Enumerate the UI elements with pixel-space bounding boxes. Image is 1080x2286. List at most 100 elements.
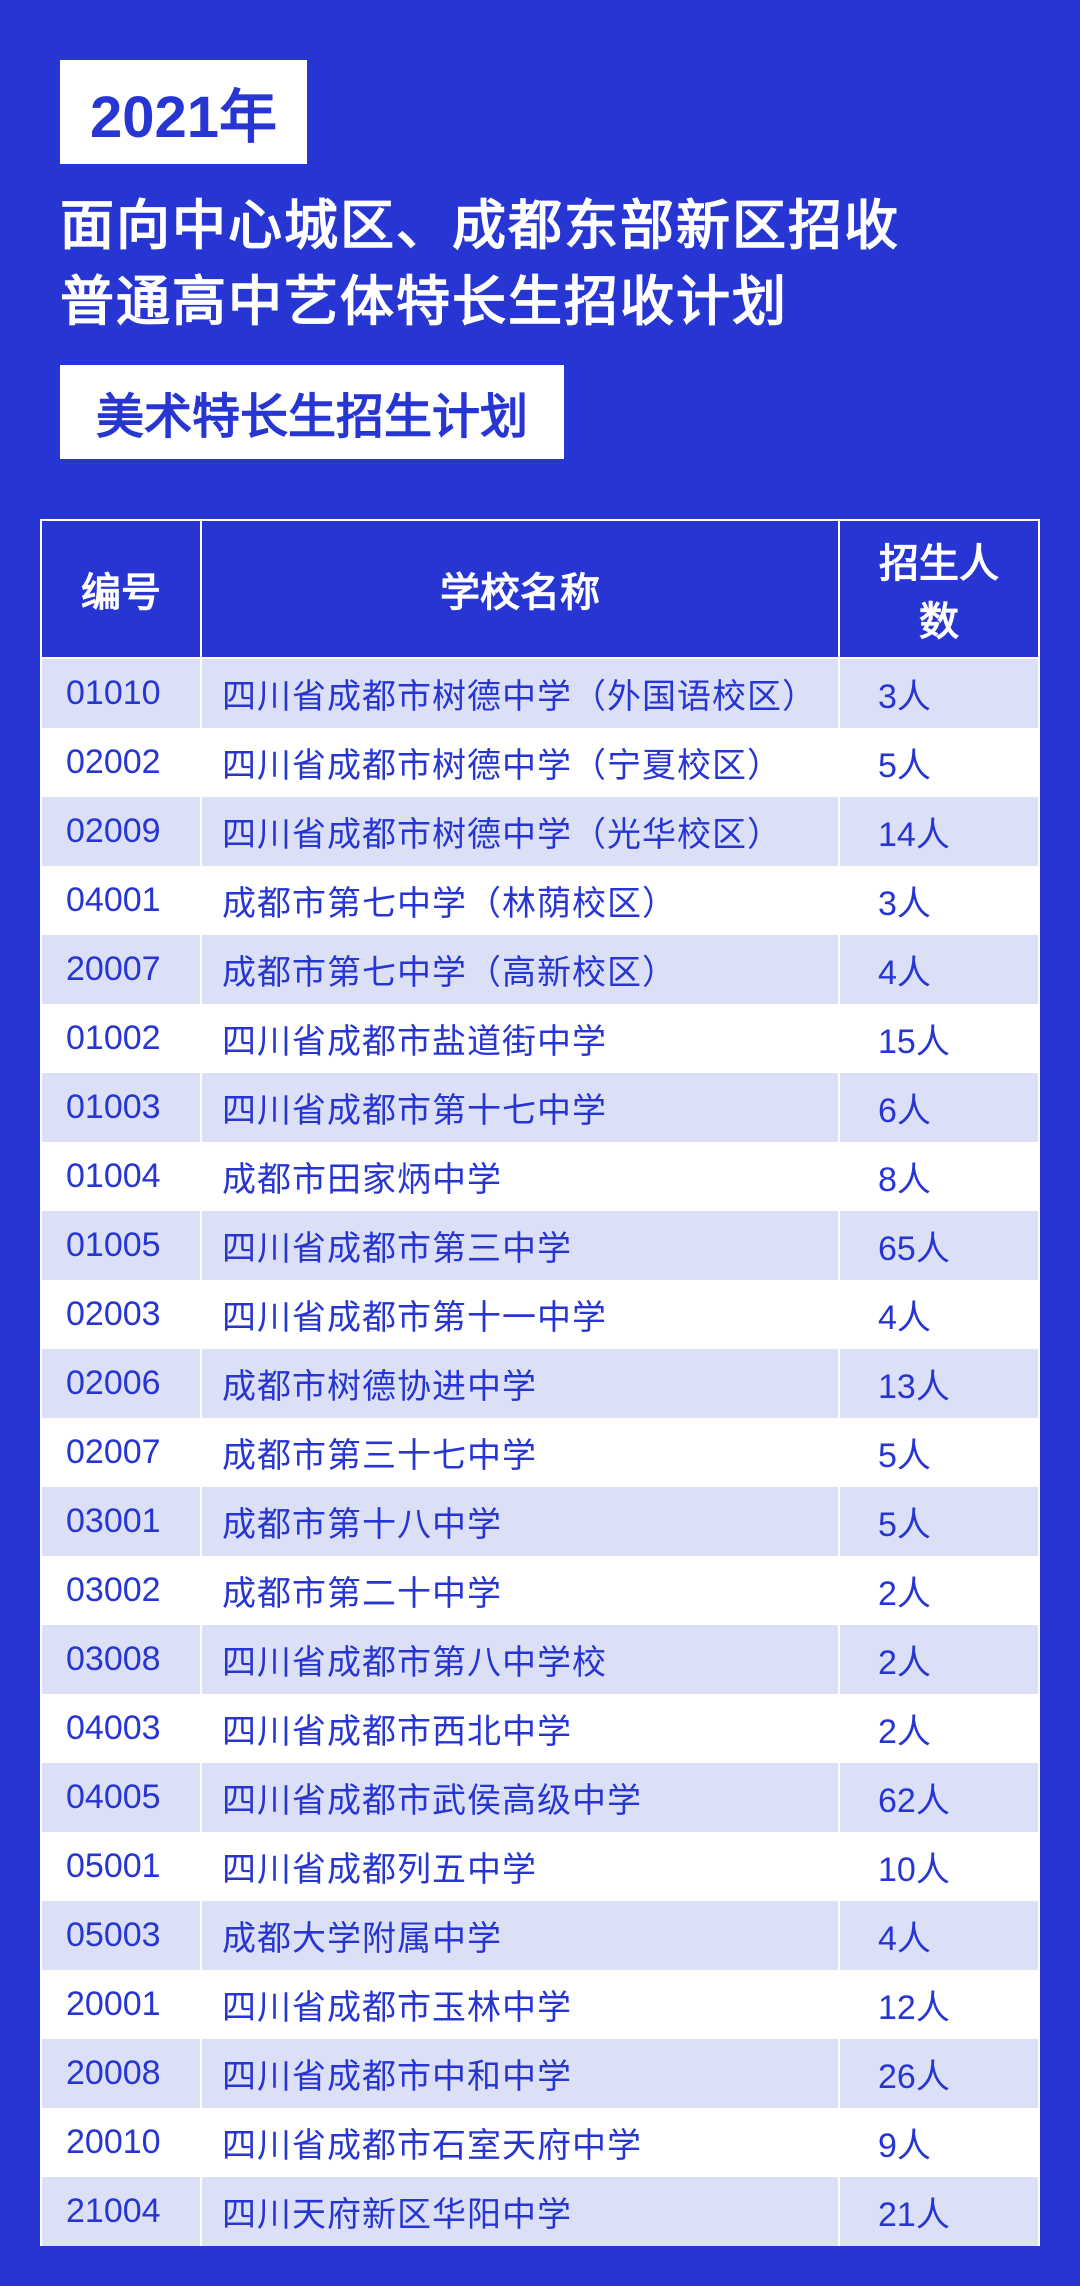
cell-count: 9人 — [839, 2108, 1039, 2177]
cell-name: 四川省成都市树德中学（外国语校区） — [201, 658, 839, 728]
table-row: 03001成都市第十八中学5人 — [41, 1487, 1039, 1556]
table-row: 04005四川省成都市武侯高级中学62人 — [41, 1763, 1039, 1832]
cell-no: 02003 — [41, 1280, 201, 1349]
cell-no: 20008 — [41, 2039, 201, 2108]
main-title: 面向中心城区、成都东部新区招收 普通高中艺体特长生招收计划 — [60, 189, 1040, 340]
cell-count: 2人 — [839, 1694, 1039, 1763]
table-header-row: 编号 学校名称 招生人数 — [41, 520, 1039, 658]
cell-name: 成都市第十八中学 — [201, 1487, 839, 1556]
cell-name: 四川省成都市第十七中学 — [201, 1073, 839, 1142]
table-row: 02003四川省成都市第十一中学4人 — [41, 1280, 1039, 1349]
cell-count: 5人 — [839, 1487, 1039, 1556]
cell-count: 5人 — [839, 1418, 1039, 1487]
cell-name: 四川省成都市中和中学 — [201, 2039, 839, 2108]
cell-no: 01003 — [41, 1073, 201, 1142]
cell-count: 65人 — [839, 1211, 1039, 1280]
table-row: 05001四川省成都列五中学10人 — [41, 1832, 1039, 1901]
cell-name: 成都市田家炳中学 — [201, 1142, 839, 1211]
table-row: 21004四川天府新区华阳中学21人 — [41, 2177, 1039, 2246]
title-line-2: 普通高中艺体特长生招收计划 — [60, 265, 1040, 341]
cell-no: 01004 — [41, 1142, 201, 1211]
cell-count: 4人 — [839, 935, 1039, 1004]
cell-count: 8人 — [839, 1142, 1039, 1211]
table-row: 20007成都市第七中学（高新校区）4人 — [41, 935, 1039, 1004]
table-row: 01004成都市田家炳中学8人 — [41, 1142, 1039, 1211]
cell-name: 四川省成都市第八中学校 — [201, 1625, 839, 1694]
table-row: 20001四川省成都市玉林中学12人 — [41, 1970, 1039, 2039]
enrollment-table: 编号 学校名称 招生人数 01010四川省成都市树德中学（外国语校区）3人020… — [40, 519, 1040, 2246]
cell-name: 成都市第二十中学 — [201, 1556, 839, 1625]
page-container: 2021年 面向中心城区、成都东部新区招收 普通高中艺体特长生招收计划 美术特长… — [0, 0, 1080, 2286]
cell-no: 03008 — [41, 1625, 201, 1694]
table-row: 01003四川省成都市第十七中学6人 — [41, 1073, 1039, 1142]
cell-name: 成都大学附属中学 — [201, 1901, 839, 1970]
cell-no: 01002 — [41, 1004, 201, 1073]
cell-name: 四川省成都市第三中学 — [201, 1211, 839, 1280]
cell-count: 26人 — [839, 2039, 1039, 2108]
cell-name: 成都市第七中学（高新校区） — [201, 935, 839, 1004]
cell-count: 10人 — [839, 1832, 1039, 1901]
cell-name: 四川省成都市树德中学（宁夏校区） — [201, 728, 839, 797]
table-row: 01002四川省成都市盐道街中学15人 — [41, 1004, 1039, 1073]
table-row: 20008四川省成都市中和中学26人 — [41, 2039, 1039, 2108]
table-row: 03002成都市第二十中学2人 — [41, 1556, 1039, 1625]
cell-no: 05001 — [41, 1832, 201, 1901]
cell-name: 四川省成都市盐道街中学 — [201, 1004, 839, 1073]
table-row: 02009四川省成都市树德中学（光华校区）14人 — [41, 797, 1039, 866]
table-row: 20010四川省成都市石室天府中学9人 — [41, 2108, 1039, 2177]
table-row: 02007成都市第三十七中学5人 — [41, 1418, 1039, 1487]
cell-count: 2人 — [839, 1556, 1039, 1625]
cell-name: 成都市第三十七中学 — [201, 1418, 839, 1487]
table-row: 02006成都市树德协进中学13人 — [41, 1349, 1039, 1418]
cell-name: 四川省成都市树德中学（光华校区） — [201, 797, 839, 866]
cell-no: 20010 — [41, 2108, 201, 2177]
table-row: 04001成都市第七中学（林荫校区）3人 — [41, 866, 1039, 935]
cell-name: 四川省成都市石室天府中学 — [201, 2108, 839, 2177]
cell-count: 15人 — [839, 1004, 1039, 1073]
cell-name: 成都市第七中学（林荫校区） — [201, 866, 839, 935]
cell-no: 04003 — [41, 1694, 201, 1763]
cell-name: 四川省成都市武侯高级中学 — [201, 1763, 839, 1832]
cell-count: 62人 — [839, 1763, 1039, 1832]
table-row: 05003成都大学附属中学4人 — [41, 1901, 1039, 1970]
cell-no: 02006 — [41, 1349, 201, 1418]
cell-no: 04001 — [41, 866, 201, 935]
col-header-no: 编号 — [41, 520, 201, 658]
cell-no: 02009 — [41, 797, 201, 866]
cell-no: 02002 — [41, 728, 201, 797]
cell-count: 3人 — [839, 866, 1039, 935]
cell-count: 4人 — [839, 1280, 1039, 1349]
cell-name: 四川省成都市西北中学 — [201, 1694, 839, 1763]
cell-count: 5人 — [839, 728, 1039, 797]
table-row: 02002四川省成都市树德中学（宁夏校区）5人 — [41, 728, 1039, 797]
cell-no: 20007 — [41, 935, 201, 1004]
cell-no: 03001 — [41, 1487, 201, 1556]
table-row: 01010四川省成都市树德中学（外国语校区）3人 — [41, 658, 1039, 728]
table-row: 03008四川省成都市第八中学校2人 — [41, 1625, 1039, 1694]
cell-name: 成都市树德协进中学 — [201, 1349, 839, 1418]
cell-no: 20001 — [41, 1970, 201, 2039]
table-row: 04003四川省成都市西北中学2人 — [41, 1694, 1039, 1763]
cell-no: 05003 — [41, 1901, 201, 1970]
year-badge: 2021年 — [60, 60, 307, 164]
cell-count: 3人 — [839, 658, 1039, 728]
cell-no: 01010 — [41, 658, 201, 728]
sub-badge: 美术特长生招生计划 — [60, 365, 564, 459]
cell-count: 2人 — [839, 1625, 1039, 1694]
cell-count: 4人 — [839, 1901, 1039, 1970]
cell-count: 14人 — [839, 797, 1039, 866]
cell-count: 12人 — [839, 1970, 1039, 2039]
cell-no: 03002 — [41, 1556, 201, 1625]
table-row: 01005四川省成都市第三中学65人 — [41, 1211, 1039, 1280]
header-section: 2021年 面向中心城区、成都东部新区招收 普通高中艺体特长生招收计划 美术特长… — [40, 60, 1040, 459]
cell-no: 04005 — [41, 1763, 201, 1832]
cell-count: 21人 — [839, 2177, 1039, 2246]
table-body: 01010四川省成都市树德中学（外国语校区）3人02002四川省成都市树德中学（… — [41, 658, 1039, 2246]
cell-no: 01005 — [41, 1211, 201, 1280]
cell-no: 02007 — [41, 1418, 201, 1487]
cell-count: 6人 — [839, 1073, 1039, 1142]
col-header-count: 招生人数 — [839, 520, 1039, 658]
cell-name: 四川省成都列五中学 — [201, 1832, 839, 1901]
cell-count: 13人 — [839, 1349, 1039, 1418]
cell-name: 四川省成都市第十一中学 — [201, 1280, 839, 1349]
